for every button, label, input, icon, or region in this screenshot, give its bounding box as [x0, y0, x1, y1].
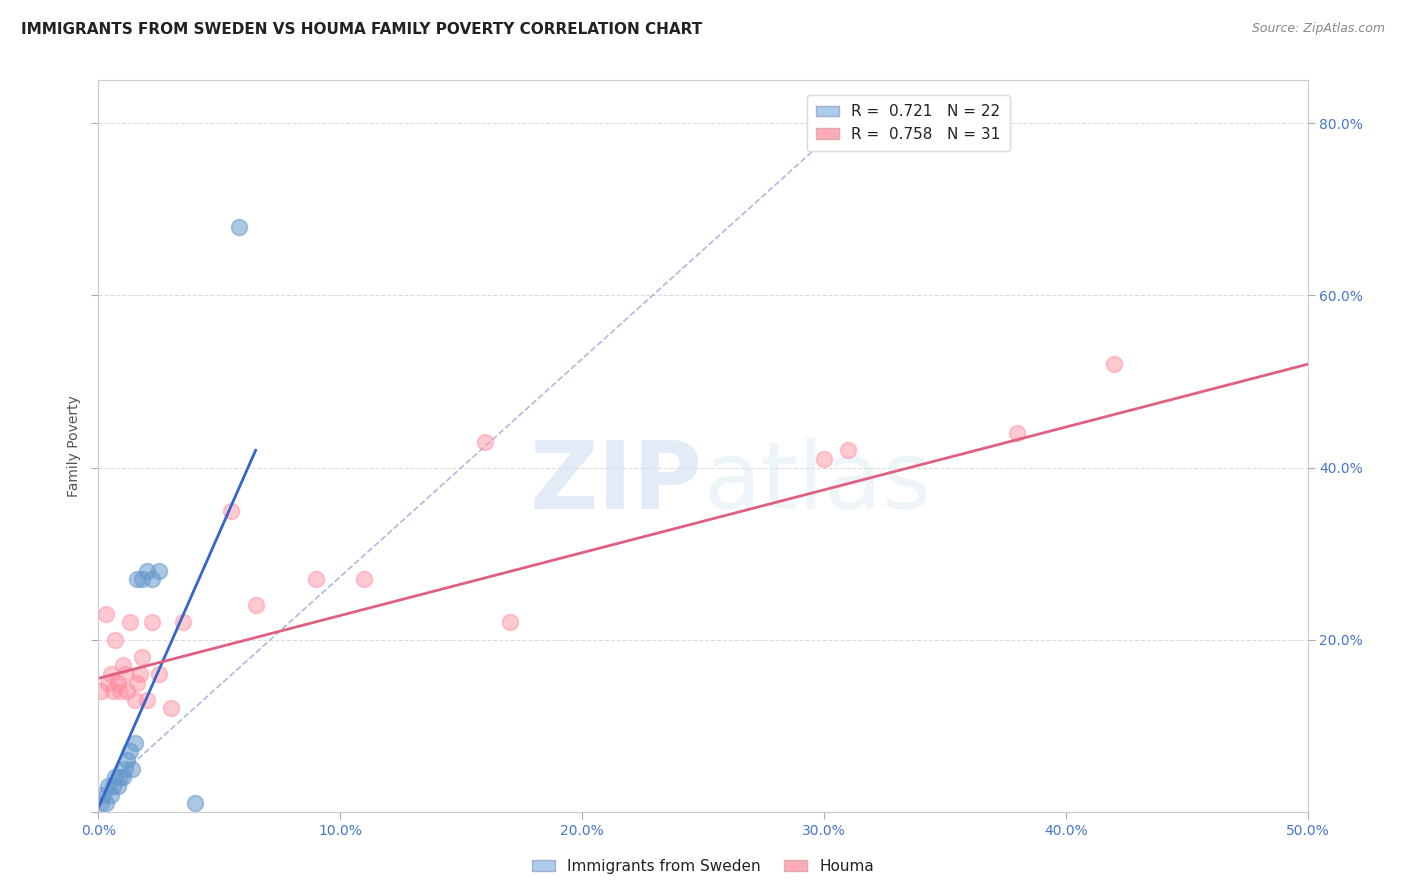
Point: [108, 770, 131, 784]
Point: [160, 701, 183, 715]
Point: [121, 762, 143, 776]
Point: [148, 667, 170, 681]
Point: [90, 684, 112, 698]
Point: [94, 796, 117, 810]
Point: [141, 615, 163, 630]
Point: [498, 615, 520, 630]
Point: [118, 615, 141, 630]
Point: [117, 753, 139, 767]
Point: [124, 693, 146, 707]
Point: [131, 649, 153, 664]
Point: [474, 434, 496, 449]
Point: [101, 779, 124, 793]
Point: [813, 451, 835, 466]
Point: [111, 658, 134, 673]
Point: [228, 219, 250, 234]
Point: [104, 770, 127, 784]
Point: [114, 667, 136, 681]
Point: [111, 770, 134, 784]
Point: [172, 615, 194, 630]
Y-axis label: Family Poverty: Family Poverty: [67, 395, 82, 497]
Point: [837, 443, 859, 458]
Point: [114, 762, 136, 776]
Point: [117, 684, 139, 698]
Point: [1007, 426, 1029, 441]
Point: [148, 564, 170, 578]
Legend: R =  0.721   N = 22, R =  0.758   N = 31: R = 0.721 N = 22, R = 0.758 N = 31: [807, 95, 1010, 152]
Point: [101, 684, 124, 698]
Point: [94, 607, 117, 621]
Point: [97, 675, 120, 690]
Point: [128, 667, 150, 681]
Text: Source: ZipAtlas.com: Source: ZipAtlas.com: [1251, 22, 1385, 36]
Point: [100, 667, 122, 681]
Text: IMMIGRANTS FROM SWEDEN VS HOUMA FAMILY POVERTY CORRELATION CHART: IMMIGRANTS FROM SWEDEN VS HOUMA FAMILY P…: [21, 22, 703, 37]
Point: [124, 736, 146, 750]
Point: [118, 744, 141, 758]
Point: [107, 779, 129, 793]
Point: [141, 573, 163, 587]
Point: [305, 573, 328, 587]
Point: [1102, 357, 1125, 371]
Point: [104, 632, 127, 647]
Point: [127, 675, 149, 690]
Point: [107, 675, 129, 690]
Point: [131, 573, 153, 587]
Legend: Immigrants from Sweden, Houma: Immigrants from Sweden, Houma: [526, 853, 880, 880]
Point: [221, 503, 243, 517]
Point: [245, 598, 267, 612]
Point: [97, 779, 120, 793]
Point: [90, 796, 112, 810]
Text: atlas: atlas: [703, 436, 931, 529]
Point: [100, 788, 122, 802]
Point: [184, 796, 207, 810]
Point: [127, 573, 149, 587]
Point: [353, 573, 375, 587]
Text: ZIP: ZIP: [530, 436, 703, 529]
Point: [108, 684, 131, 698]
Point: [91, 788, 114, 802]
Point: [135, 693, 157, 707]
Point: [135, 564, 157, 578]
